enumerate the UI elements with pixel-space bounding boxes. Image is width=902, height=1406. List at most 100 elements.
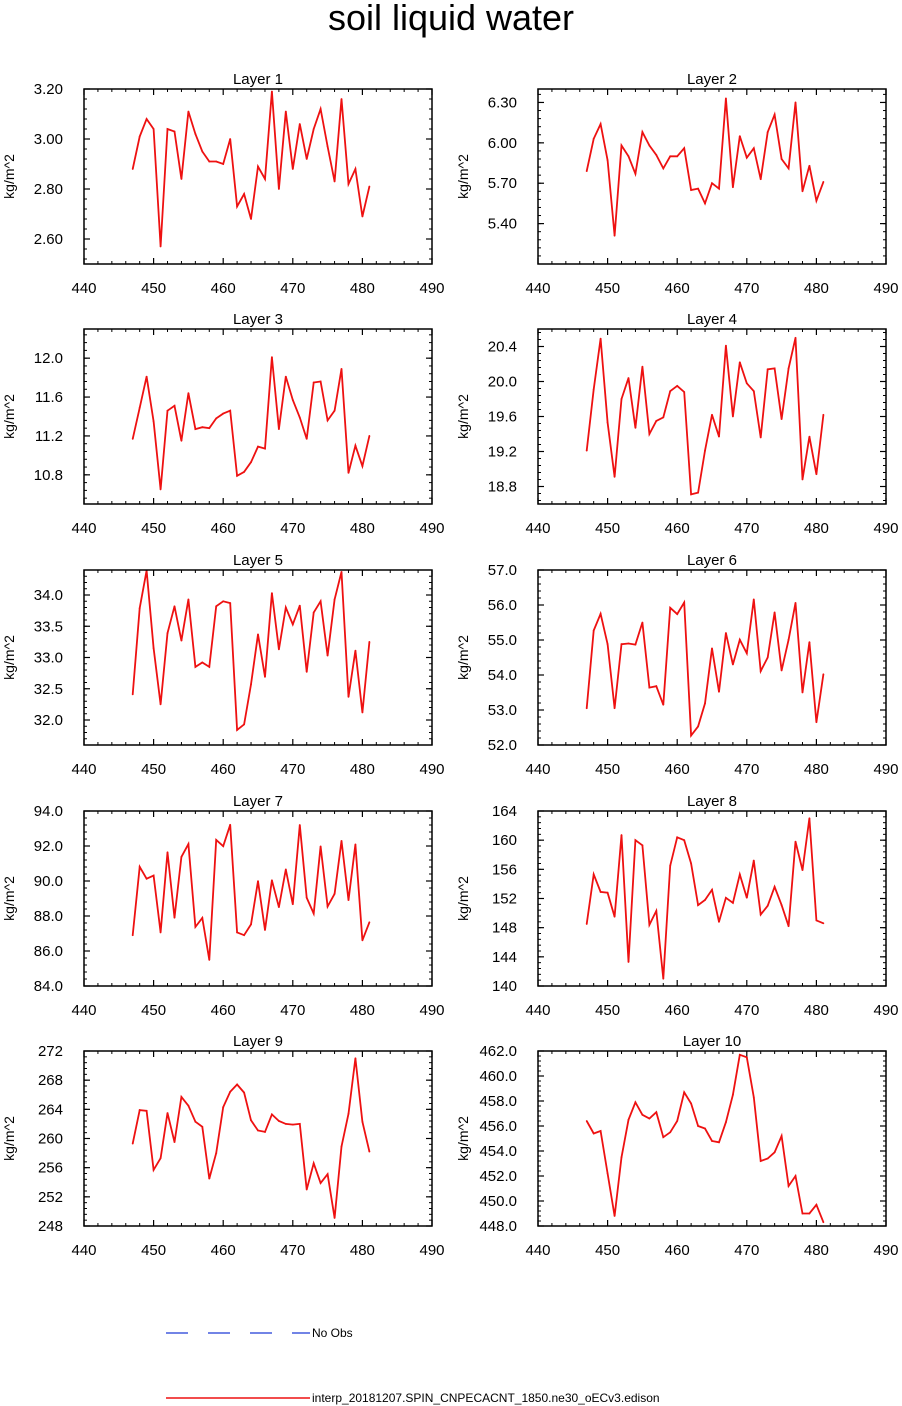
data-point: [773, 1151, 776, 1154]
plot-frame: [83, 569, 433, 746]
data-point: [361, 711, 364, 714]
data-point: [697, 491, 699, 494]
data-point: [215, 1152, 218, 1154]
chart-panel-layer-8: Layer 8 kg/m^2 440 450 460 470 480 490 140 144 148…: [455, 793, 899, 1019]
data-point: [738, 361, 741, 364]
series-line: [585, 337, 825, 496]
y-tick-label: 268: [38, 1072, 63, 1089]
data-point: [284, 1123, 287, 1125]
y-tick-label: 12.0: [34, 350, 63, 367]
data-point: [634, 643, 637, 646]
y-tick-label: 272: [38, 1043, 63, 1060]
data-point: [738, 1053, 741, 1056]
data-point: [627, 1118, 630, 1121]
data-point: [215, 160, 218, 163]
data-point: [312, 611, 315, 614]
data-point: [711, 182, 713, 185]
data-point: [319, 600, 322, 603]
data-point: [725, 896, 727, 899]
data-point: [222, 163, 225, 165]
data-point: [326, 145, 329, 148]
data-point: [676, 384, 679, 387]
data-point: [152, 420, 155, 423]
x-tick-label: 480: [350, 1002, 375, 1019]
y-tick-label: 90.0: [34, 873, 63, 890]
data-point: [745, 156, 748, 159]
data-point: [250, 683, 252, 686]
data-point: [166, 851, 169, 854]
data-point: [718, 920, 720, 923]
data-point: [138, 406, 141, 409]
y-tick-label: 152: [492, 891, 517, 908]
data-point: [243, 723, 245, 726]
data-point: [340, 98, 343, 100]
chart-panel-layer-6: Layer 6 kg/m^2 440 450 460 470 480 490 52.0 53.0 5…: [455, 552, 899, 778]
data-point: [250, 461, 252, 464]
data-point: [215, 838, 218, 841]
data-point: [620, 834, 623, 836]
y-tick-label: 11.2: [35, 428, 63, 445]
data-point: [152, 647, 155, 650]
data-point: [354, 649, 357, 652]
y-tick-label: 450.0: [479, 1193, 517, 1210]
data-point: [787, 1185, 790, 1187]
data-point: [815, 473, 818, 476]
data-point: [347, 695, 350, 698]
data-point: [641, 131, 644, 133]
y-tick-label: 248: [38, 1218, 63, 1235]
x-tick-label: 480: [350, 520, 375, 537]
legend-label-no-obs: No Obs: [312, 1326, 353, 1340]
data-point: [738, 638, 741, 641]
plot-frame: [537, 569, 887, 746]
data-point: [208, 1177, 211, 1180]
data-point: [208, 160, 211, 163]
data-point: [766, 1157, 769, 1160]
chart-panel-layer-9: Layer 9 kg/m^2 440 450 460 470 480 490 248 252 256…: [1, 1033, 445, 1259]
data-point: [257, 445, 259, 448]
panel-title: Layer 3: [233, 311, 283, 328]
x-tick-label: 490: [419, 1002, 444, 1019]
data-point: [250, 1119, 252, 1122]
data-point: [718, 187, 720, 190]
data-point: [766, 368, 769, 371]
y-axis-label: kg/m^2: [455, 876, 471, 921]
data-point: [773, 611, 776, 614]
panel-title: Layer 6: [687, 552, 737, 569]
data-point: [773, 113, 776, 116]
data-point: [271, 1113, 273, 1116]
data-point: [319, 845, 322, 848]
data-point: [592, 137, 595, 140]
data-point: [718, 690, 720, 693]
data-point: [613, 475, 616, 478]
data-point: [655, 1111, 658, 1114]
data-point: [752, 147, 755, 150]
data-point: [585, 923, 588, 925]
y-tick-label: 10.8: [34, 467, 63, 484]
data-point: [676, 613, 679, 615]
data-point: [347, 1112, 350, 1115]
y-tick-label: 2.60: [34, 231, 63, 248]
data-point: [655, 419, 658, 422]
data-point: [194, 925, 197, 928]
data-point: [201, 661, 204, 664]
data-point: [180, 639, 183, 642]
data-point: [368, 640, 371, 643]
data-point: [801, 478, 804, 481]
data-point: [208, 959, 211, 961]
data-point: [347, 471, 350, 474]
data-point: [361, 939, 364, 942]
data-point: [166, 128, 169, 130]
x-tick-label: 470: [734, 761, 759, 778]
x-tick-label: 490: [873, 1242, 898, 1259]
data-point: [291, 623, 294, 626]
y-tick-label: 460.0: [479, 1068, 517, 1085]
data-point: [194, 428, 197, 431]
data-point: [787, 167, 790, 170]
legend: No Obs interp_20181207.SPIN_CNPECACNT_18…: [166, 1326, 660, 1405]
data-point: [794, 840, 797, 843]
plot-frame: [83, 810, 433, 987]
data-point: [222, 412, 225, 415]
data-point: [229, 823, 232, 826]
data-point: [138, 607, 141, 610]
data-point: [801, 869, 804, 871]
